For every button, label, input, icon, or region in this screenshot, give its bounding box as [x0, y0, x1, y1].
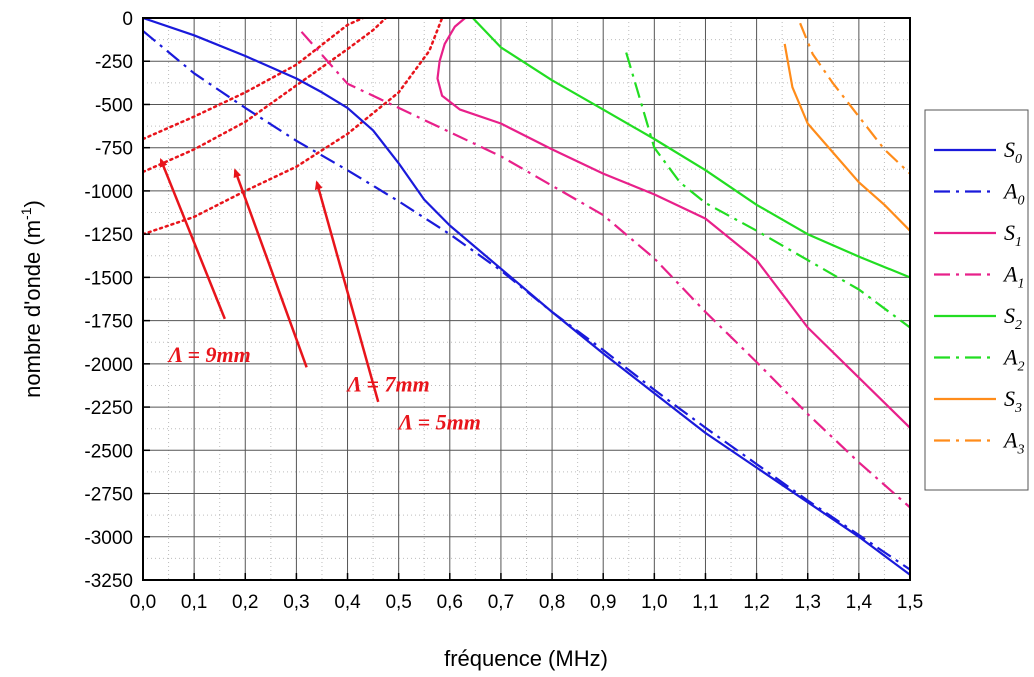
x-tick-label: 1,2	[743, 592, 769, 613]
legend-box	[924, 109, 1029, 491]
legend-label: S2	[1004, 303, 1022, 333]
x-tick-label: 1,5	[897, 592, 923, 613]
series-A0	[143, 30, 910, 571]
x-tick-label: 1,0	[641, 592, 667, 613]
legend-label: A3	[1002, 428, 1024, 458]
x-tick-label: 1,1	[692, 592, 718, 613]
series-S1	[436, 18, 910, 429]
x-tick-label: 0,8	[539, 592, 565, 613]
y-tick-label: -2000	[84, 355, 133, 376]
y-tick-label: -2250	[84, 398, 133, 419]
annotation-label: Λ = 7mm	[346, 372, 430, 397]
y-tick-label: -2500	[84, 441, 133, 462]
x-tick-label: 0,0	[130, 592, 156, 613]
series-S0	[143, 18, 910, 576]
annotation-label: Λ = 5mm	[397, 410, 481, 435]
grid	[142, 17, 911, 581]
y-tick-label: -750	[95, 139, 133, 160]
legend-label: A2	[1002, 345, 1024, 375]
dotted-line-2	[143, 18, 444, 236]
y-tick-label: -3250	[84, 571, 133, 592]
y-axis-title-main: nombre d'onde (m	[20, 220, 45, 398]
y-axis-title-end: )	[20, 200, 45, 207]
x-tick-label: 0,3	[283, 592, 309, 613]
x-tick-label: 0,7	[488, 592, 514, 613]
annotations: Λ = 9mm Λ = 7mm Λ = 5mm	[159, 157, 481, 435]
series-A2	[625, 52, 910, 329]
series-A1	[300, 31, 910, 509]
x-tick-label: 0,1	[181, 592, 207, 613]
annotation-arrow	[159, 157, 226, 320]
legend-label: S0	[1004, 137, 1022, 167]
curves	[143, 18, 910, 576]
y-axis-title-sup: -1	[18, 207, 34, 220]
x-tick-label: 0,6	[437, 592, 463, 613]
y-tick-label: -500	[95, 95, 133, 116]
series-S2	[472, 18, 910, 279]
y-tick-label: -2750	[84, 485, 133, 506]
annotation-label: Λ = 9mm	[167, 342, 251, 367]
x-tick-label: 1,4	[846, 592, 873, 613]
ticks: 0,0 0,1 0,2 0,3 0,4 0,5 0,6 0,7 0,8 0,9 1,0 1,1 1,2 1…	[84, 9, 923, 613]
y-tick-label: -250	[95, 52, 133, 73]
legend: S0 A0 S1 A1 S2 A2 S3 A3	[924, 109, 1029, 491]
x-tick-label: 1,3	[795, 592, 821, 613]
legend-label: S1	[1004, 220, 1022, 250]
x-tick-label: 0,2	[232, 592, 258, 613]
x-axis-title: fréquence (MHz)	[444, 646, 608, 671]
dotted-line-0	[143, 18, 365, 141]
y-tick-label: -1500	[84, 268, 133, 289]
series-A3	[799, 22, 910, 175]
legend-label: A0	[1002, 179, 1024, 209]
y-axis-title: nombre d'onde (m-1)	[18, 200, 45, 398]
y-tick-label: 0	[122, 9, 133, 30]
plot-frame	[142, 17, 911, 581]
dotted-line-1	[143, 18, 388, 174]
y-tick-label: -1250	[84, 225, 133, 246]
x-tick-label: 0,5	[385, 592, 411, 613]
annotation-arrow	[233, 168, 308, 368]
annotation-arrow	[314, 180, 380, 403]
y-tick-label: -1750	[84, 312, 133, 333]
legend-label: A1	[1002, 262, 1024, 292]
y-tick-label: -1000	[84, 182, 133, 203]
legend-label: S3	[1004, 386, 1022, 416]
x-tick-label: 0,9	[590, 592, 616, 613]
x-tick-label: 0,4	[334, 592, 361, 613]
y-tick-label: -3000	[84, 528, 133, 549]
series-S3	[783, 43, 910, 232]
